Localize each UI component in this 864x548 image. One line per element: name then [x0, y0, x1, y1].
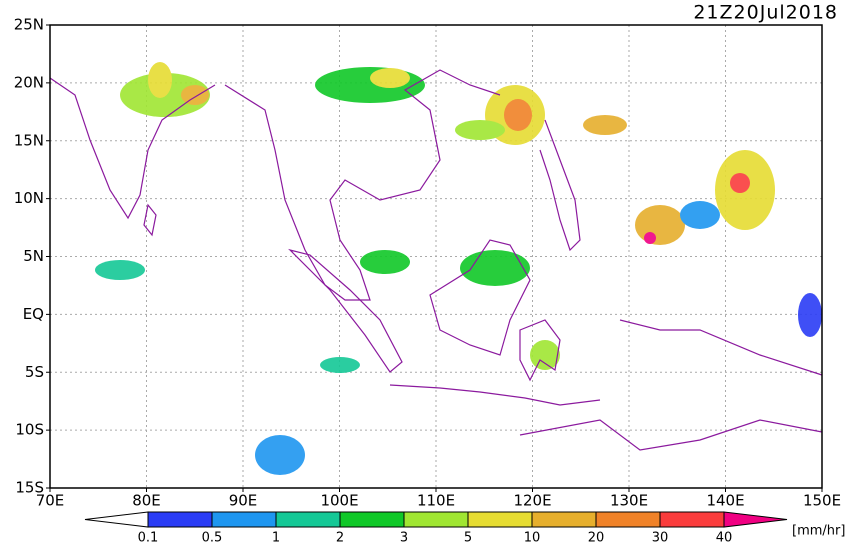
colorbar-segment — [659, 511, 725, 528]
colorbar-high-end — [723, 511, 788, 528]
colorbar-label: 40 — [716, 531, 733, 545]
rain-area — [95, 260, 145, 280]
rain-area — [320, 357, 360, 373]
coastline — [519, 419, 823, 451]
lat-tick-label: 15N — [14, 131, 44, 149]
colorbar-label: 20 — [588, 531, 605, 545]
rain-area — [530, 340, 560, 370]
rain-area — [730, 173, 750, 193]
coastline — [389, 384, 601, 406]
colorbar-segment — [275, 511, 341, 528]
rain-area — [181, 85, 209, 105]
colorbar-low-end — [84, 511, 149, 528]
rain-area — [370, 68, 410, 88]
colorbar-segment — [147, 511, 213, 528]
coastline — [619, 319, 823, 376]
coastline — [429, 239, 531, 356]
rain-area — [455, 120, 505, 140]
rain-area — [680, 201, 720, 229]
rain-area — [504, 99, 532, 131]
lat-tick-label: 20N — [14, 73, 44, 91]
lon-tick-label: 70E — [36, 492, 65, 510]
rain-area — [644, 232, 656, 244]
rain-area — [798, 293, 822, 337]
lon-tick-label: 140E — [706, 492, 744, 510]
rain-area — [360, 250, 410, 274]
colorbar-unit: [mm/hr] — [792, 524, 845, 539]
coastline — [539, 119, 581, 252]
colorbar-segment — [595, 511, 661, 528]
colorbar-label: 30 — [652, 531, 669, 545]
lat-tick-label: 5S — [25, 363, 44, 381]
lon-tick-label: 150E — [803, 492, 841, 510]
rain-area — [315, 67, 425, 103]
colorbar-label: 1 — [272, 531, 280, 545]
colorbar-segment — [403, 511, 469, 528]
lon-tick-label: 80E — [132, 492, 161, 510]
rain-area — [148, 62, 172, 98]
rain-area — [635, 205, 685, 245]
rain-area — [255, 435, 305, 475]
coastlines — [49, 69, 823, 451]
coastline — [288, 248, 403, 373]
lon-tick-label: 100E — [320, 492, 358, 510]
map-title: 21Z20Jul2018 — [693, 2, 838, 24]
lat-tick-label: EQ — [23, 305, 44, 323]
colorbar-segment — [531, 511, 597, 528]
lat-tick-label: 5N — [23, 247, 44, 265]
colorbar-segment — [467, 511, 533, 528]
lat-tick-label: 15S — [15, 479, 44, 497]
colorbar-label: 10 — [524, 531, 541, 545]
precipitation — [95, 62, 822, 475]
colorbar-label: 5 — [464, 531, 472, 545]
colorbar-segment — [339, 511, 405, 528]
coastline — [143, 203, 157, 237]
coastline — [49, 77, 216, 220]
lon-tick-label: 90E — [229, 492, 258, 510]
rain-area — [460, 250, 530, 286]
lon-tick-label: 120E — [513, 492, 551, 510]
lon-tick-label: 130E — [610, 492, 648, 510]
colorbar-segment — [211, 511, 277, 528]
lat-tick-label: 10S — [15, 421, 44, 439]
colorbar-label: 0.1 — [138, 531, 159, 545]
coastline — [519, 319, 561, 382]
colorbar-label: 2 — [336, 531, 344, 545]
lat-tick-label: 25N — [14, 16, 44, 34]
colorbar-label: 3 — [400, 531, 408, 545]
lon-tick-label: 110E — [417, 492, 455, 510]
lat-tick-label: 10N — [14, 189, 44, 207]
rain-area — [583, 115, 627, 135]
coastline — [224, 69, 501, 301]
colorbar-label: 0.5 — [202, 531, 223, 545]
colorbar: 0.1 0.5 1 2 3 5 10 20 30 40 — [84, 511, 788, 546]
